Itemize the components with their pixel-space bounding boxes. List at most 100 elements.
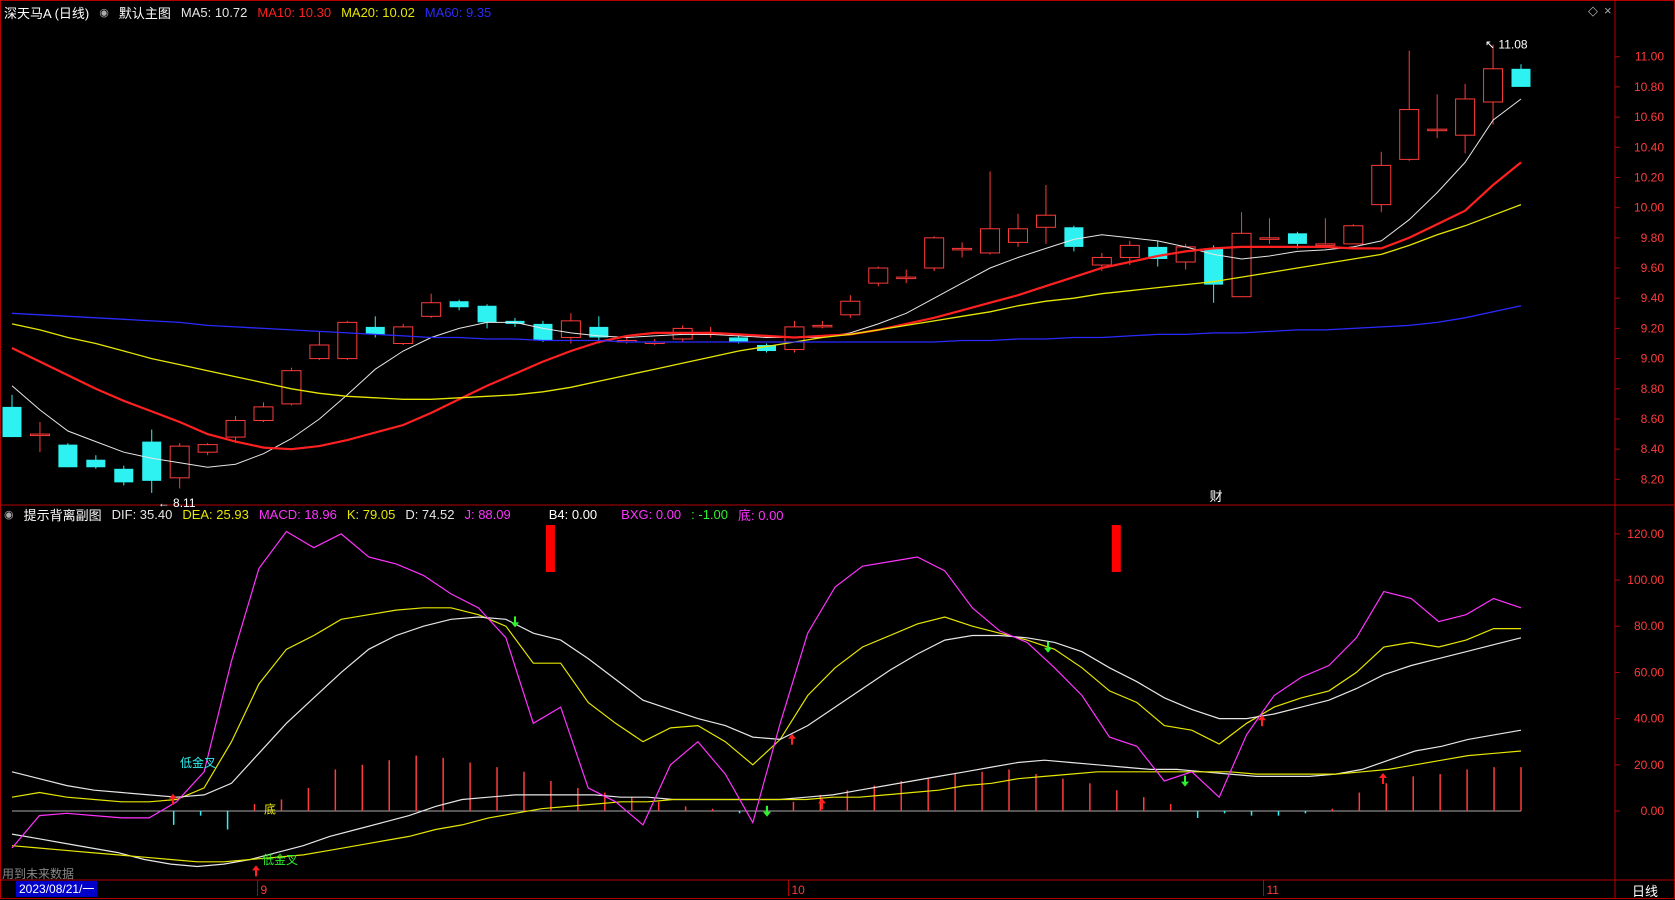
candle[interactable]	[1035, 185, 1056, 244]
candle[interactable]	[309, 331, 330, 361]
candle-body-up	[421, 302, 442, 317]
candle[interactable]	[924, 236, 945, 272]
candle[interactable]	[58, 443, 78, 468]
b4-value: B4: 0.00	[548, 507, 598, 522]
candle[interactable]	[589, 316, 609, 344]
candle[interactable]	[896, 269, 917, 284]
candle[interactable]	[169, 443, 190, 489]
price-tick-label: 10.80	[1634, 80, 1664, 94]
candle[interactable]	[2, 394, 22, 438]
candle-body-down	[589, 326, 609, 338]
period-label[interactable]: 日线	[1632, 884, 1659, 899]
candle[interactable]	[1343, 224, 1364, 245]
main-window-controls: ◇ ×	[1588, 3, 1612, 19]
candle[interactable]	[1175, 243, 1196, 270]
candle[interactable]	[1483, 44, 1504, 125]
candle[interactable]	[421, 293, 442, 318]
chart-name[interactable]: 默认主图	[118, 6, 171, 21]
candle-body-up	[29, 433, 50, 437]
ma-line-ma10	[11, 161, 1522, 451]
close-icon[interactable]: ×	[1604, 3, 1612, 18]
candle[interactable]	[477, 304, 497, 329]
ma-line-ma60	[11, 305, 1522, 343]
indicator-tick-label: 100.00	[1627, 573, 1664, 587]
candle[interactable]	[449, 299, 469, 311]
candle-body-up	[225, 419, 246, 438]
candle[interactable]	[1287, 231, 1307, 249]
candle-body-up	[253, 406, 274, 421]
ma60-value: MA60: 9.35	[424, 5, 492, 20]
future-data-note: 用到未来数据	[2, 867, 75, 881]
main-header: 深天马A (日线) ◉ 默认主图 MA5: 10.72 MA10: 10.30 …	[4, 3, 491, 22]
candle[interactable]	[86, 455, 106, 469]
candle[interactable]	[142, 429, 162, 493]
candle-body-up	[1371, 164, 1392, 206]
price-tick-label: 10.00	[1634, 201, 1664, 215]
high-price-marker: ↖ 11.08	[1485, 38, 1528, 52]
candle[interactable]	[1148, 240, 1168, 267]
earnings-marker: 财	[1210, 489, 1223, 504]
diamond-icon[interactable]: ◇	[1588, 3, 1598, 18]
di-value: 底: 0.00	[738, 508, 784, 523]
chart-settings-icon[interactable]: ◉	[99, 7, 109, 19]
sub-title[interactable]: 提示背离副图	[23, 508, 102, 523]
ma-line-ma5	[11, 98, 1522, 468]
candle[interactable]	[1064, 225, 1084, 252]
candle[interactable]	[393, 323, 414, 346]
buy-arrow-icon	[252, 865, 260, 877]
price-tick-label: 8.60	[1641, 412, 1665, 426]
candle[interactable]	[281, 367, 302, 406]
candle[interactable]	[197, 443, 218, 456]
price-tick-label: 8.80	[1641, 382, 1665, 396]
candle-body-down	[477, 305, 497, 323]
candle-body-up	[896, 276, 917, 280]
candle[interactable]	[560, 313, 581, 344]
candle-body-down	[114, 468, 134, 483]
candle[interactable]	[225, 415, 246, 444]
candle[interactable]	[980, 171, 1001, 255]
candle[interactable]	[1427, 94, 1448, 139]
indicator-tick-label: 80.00	[1634, 619, 1664, 633]
sub-settings-icon[interactable]: ◉	[4, 509, 14, 521]
candle[interactable]	[1204, 245, 1224, 303]
candle[interactable]	[1455, 83, 1476, 154]
candle[interactable]	[337, 320, 358, 361]
candle[interactable]	[533, 320, 553, 342]
candle[interactable]	[1315, 218, 1336, 249]
candle[interactable]	[868, 266, 889, 287]
candle-body-up	[1455, 98, 1476, 136]
candlestick-plot[interactable]	[2, 44, 1531, 493]
candle-body-up	[980, 228, 1001, 254]
candle[interactable]	[253, 402, 274, 422]
candle[interactable]	[1231, 212, 1252, 298]
candle-body-up	[560, 320, 581, 338]
candle[interactable]	[1511, 64, 1531, 87]
buy-arrow-icon	[169, 793, 177, 805]
candle-body-up	[812, 324, 833, 328]
candle-body-down	[1064, 227, 1084, 247]
stock-title[interactable]: 深天马A (日线)	[4, 6, 90, 21]
candle-body-up	[1035, 214, 1056, 228]
candle[interactable]	[1007, 213, 1029, 247]
indicator-tick-label: 0.00	[1641, 804, 1665, 818]
candle[interactable]	[840, 295, 861, 318]
unnamed-value: : -1.00	[691, 507, 729, 522]
price-tick-label: 9.20	[1641, 321, 1665, 335]
candle[interactable]	[114, 465, 134, 486]
buy-arrow-icon	[818, 798, 826, 810]
candle[interactable]	[1399, 50, 1420, 161]
candle-body-down	[729, 337, 749, 342]
candle[interactable]	[1259, 218, 1280, 244]
ma20-value: MA20: 10.02	[341, 5, 415, 20]
candle[interactable]	[1371, 151, 1392, 213]
price-tick-label: 11.00	[1635, 50, 1664, 64]
candle-body-up	[1091, 256, 1112, 266]
indicator-plot[interactable]	[11, 530, 1522, 868]
candle[interactable]	[952, 242, 973, 258]
candle[interactable]	[756, 343, 777, 353]
candle[interactable]	[29, 421, 50, 453]
j-value: J: 88.09	[464, 507, 511, 522]
candle[interactable]	[812, 320, 833, 329]
indicator-line-k	[11, 607, 1521, 803]
candle-body-down	[1511, 68, 1531, 87]
